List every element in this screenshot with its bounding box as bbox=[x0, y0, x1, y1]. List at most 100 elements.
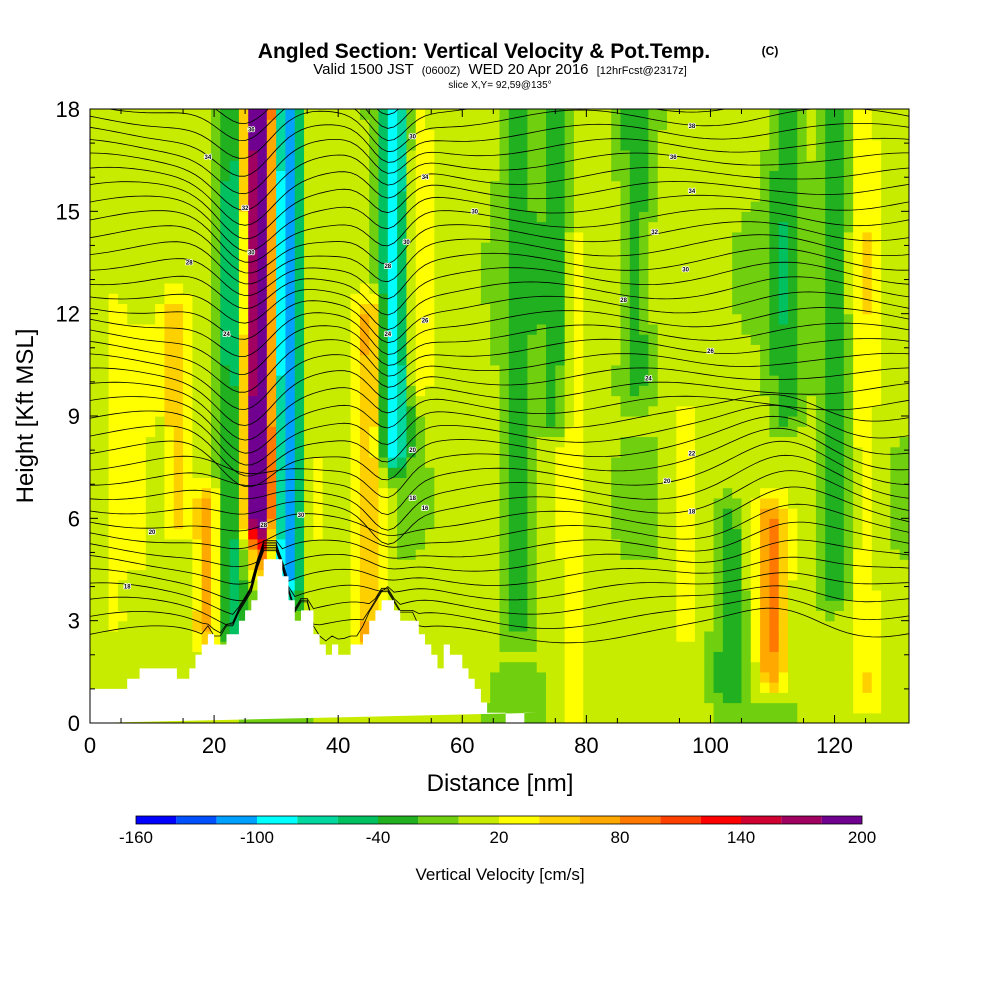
velocity-cell bbox=[350, 364, 361, 376]
velocity-cell bbox=[648, 497, 659, 509]
velocity-cell bbox=[117, 375, 128, 386]
velocity-cell bbox=[722, 405, 733, 417]
velocity-cell bbox=[573, 497, 584, 509]
velocity-cell bbox=[518, 334, 529, 345]
velocity-cell bbox=[788, 170, 798, 182]
velocity-cell bbox=[350, 170, 361, 182]
velocity-cell bbox=[406, 446, 417, 458]
velocity-cell bbox=[294, 467, 305, 478]
velocity-cell bbox=[369, 508, 380, 519]
velocity-cell bbox=[555, 436, 566, 448]
velocity-cell bbox=[620, 201, 631, 212]
velocity-cell bbox=[611, 221, 622, 233]
velocity-cell bbox=[238, 344, 249, 356]
velocity-cell bbox=[722, 579, 733, 591]
velocity-cell bbox=[518, 109, 529, 120]
velocity-cell bbox=[425, 416, 435, 427]
velocity-cell bbox=[294, 579, 305, 591]
velocity-cell bbox=[853, 712, 864, 723]
velocity-cell bbox=[825, 211, 836, 223]
velocity-cell bbox=[434, 354, 445, 366]
velocity-cell bbox=[685, 549, 696, 560]
velocity-cell bbox=[359, 446, 370, 458]
velocity-cell bbox=[369, 303, 380, 315]
velocity-cell bbox=[843, 497, 854, 509]
velocity-cell bbox=[760, 630, 770, 642]
velocity-cell bbox=[387, 201, 398, 212]
velocity-cell bbox=[387, 334, 398, 345]
velocity-cell bbox=[145, 344, 156, 356]
velocity-cell bbox=[462, 651, 473, 663]
velocity-cell bbox=[676, 405, 687, 417]
velocity-cell bbox=[843, 160, 854, 171]
velocity-cell bbox=[853, 661, 864, 673]
velocity-cell bbox=[713, 344, 724, 356]
velocity-cell bbox=[369, 354, 380, 366]
velocity-cell bbox=[322, 282, 333, 294]
velocity-cell bbox=[797, 610, 808, 622]
velocity-cell bbox=[722, 641, 733, 652]
velocity-cell bbox=[546, 313, 556, 325]
velocity-cell bbox=[220, 600, 231, 612]
velocity-cell bbox=[760, 354, 770, 366]
velocity-cell bbox=[546, 538, 556, 550]
velocity-cell bbox=[313, 129, 324, 141]
velocity-cell bbox=[155, 610, 166, 622]
velocity-cell bbox=[164, 221, 175, 233]
velocity-cell bbox=[518, 293, 529, 305]
velocity-cell bbox=[238, 508, 249, 519]
velocity-cell bbox=[685, 180, 696, 192]
velocity-cell bbox=[667, 344, 677, 356]
velocity-cell bbox=[90, 549, 100, 560]
velocity-cell bbox=[164, 211, 175, 223]
velocity-cell bbox=[694, 456, 705, 468]
velocity-cell bbox=[546, 671, 556, 683]
velocity-cell bbox=[229, 426, 240, 438]
velocity-cell bbox=[452, 569, 463, 581]
velocity-cell bbox=[443, 160, 454, 171]
velocity-cell bbox=[499, 682, 510, 693]
velocity-cell bbox=[480, 682, 491, 693]
velocity-cell bbox=[788, 139, 798, 151]
velocity-cell bbox=[397, 323, 408, 335]
velocity-cell bbox=[583, 303, 594, 315]
velocity-cell bbox=[108, 538, 119, 550]
velocity-cell bbox=[499, 354, 510, 366]
velocity-cell bbox=[341, 497, 352, 509]
velocity-cell bbox=[815, 641, 826, 652]
velocity-cell bbox=[183, 293, 193, 305]
velocity-cell bbox=[788, 272, 798, 284]
velocity-cell bbox=[322, 416, 333, 427]
velocity-cell bbox=[443, 119, 454, 131]
velocity-cell bbox=[620, 139, 631, 151]
velocity-cell bbox=[685, 692, 696, 704]
velocity-cell bbox=[378, 385, 389, 397]
velocity-cell bbox=[694, 477, 705, 489]
velocity-cell bbox=[490, 282, 501, 294]
velocity-cell bbox=[750, 139, 761, 151]
velocity-cell bbox=[127, 149, 138, 161]
velocity-cell bbox=[471, 221, 482, 233]
velocity-cell bbox=[331, 201, 342, 212]
velocity-cell bbox=[155, 518, 166, 530]
velocity-cell bbox=[117, 272, 128, 284]
velocity-cell bbox=[378, 405, 389, 417]
velocity-cell bbox=[518, 190, 529, 202]
velocity-cell bbox=[434, 528, 445, 540]
velocity-cell bbox=[145, 630, 156, 642]
velocity-cell bbox=[341, 385, 352, 397]
velocity-cell bbox=[611, 405, 622, 417]
velocity-cell bbox=[667, 385, 677, 397]
velocity-cell bbox=[127, 364, 138, 376]
velocity-cell bbox=[611, 180, 622, 192]
velocity-cell bbox=[285, 211, 296, 223]
chart-title-unit: (C) bbox=[762, 44, 779, 58]
velocity-cell bbox=[397, 436, 408, 448]
velocity-cell bbox=[276, 262, 287, 274]
velocity-cell bbox=[490, 446, 501, 458]
velocity-cell bbox=[546, 395, 556, 407]
velocity-cell bbox=[629, 221, 640, 233]
velocity-cell bbox=[341, 508, 352, 519]
velocity-cell bbox=[127, 426, 138, 438]
velocity-cell bbox=[99, 262, 110, 274]
